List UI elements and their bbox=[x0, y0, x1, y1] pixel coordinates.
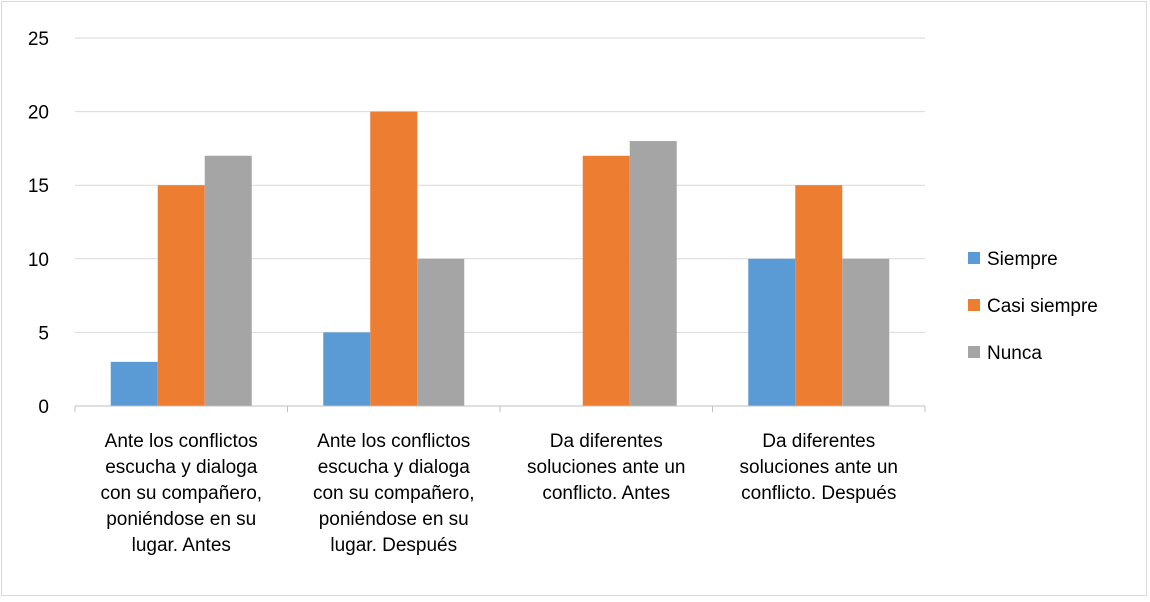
bar-siempre bbox=[748, 258, 796, 406]
x-category-label-line: poniéndose en su bbox=[319, 509, 469, 530]
bar-nunca bbox=[204, 155, 252, 406]
y-tick-label: 0 bbox=[38, 397, 49, 418]
x-category-label-line: Da diferentes bbox=[550, 431, 663, 452]
bar-nunca bbox=[417, 258, 465, 406]
x-category-label-line: con su compañero, bbox=[313, 483, 475, 504]
x-category-label-line: poniéndose en su bbox=[106, 509, 256, 530]
legend-label: Nunca bbox=[987, 343, 1042, 364]
y-tick-label: 5 bbox=[38, 323, 49, 344]
legend-label: Siempre bbox=[987, 249, 1058, 270]
x-category-label-line: con su compañero, bbox=[100, 483, 262, 504]
x-category-label: Da diferentes soluciones ante un conflicto… bbox=[740, 431, 898, 504]
bar-casi-siempre bbox=[370, 111, 418, 406]
x-category-label-line: escucha y dialoga bbox=[318, 457, 471, 478]
bar-siempre bbox=[323, 332, 371, 406]
x-category-label: Da diferentes soluciones ante un conflicto… bbox=[527, 431, 685, 504]
y-tick-label: 25 bbox=[28, 29, 49, 50]
x-category-label-line: Da diferentes bbox=[762, 431, 875, 452]
legend-swatch bbox=[968, 346, 980, 358]
y-axis-tick-labels: 0 5 10 15 20 25 bbox=[28, 29, 49, 418]
bar-nunca bbox=[842, 258, 890, 406]
y-tick-label: 10 bbox=[28, 250, 49, 271]
bar-casi-siempre bbox=[582, 155, 630, 406]
bars bbox=[110, 111, 890, 407]
y-tick-label: 20 bbox=[28, 103, 49, 124]
legend: Siempre Casi siempre Nunca bbox=[968, 249, 1098, 364]
x-category-label-line: soluciones ante un bbox=[740, 457, 898, 478]
y-tick-label: 15 bbox=[28, 176, 49, 197]
x-category-label-line: Ante los conflictos bbox=[317, 431, 470, 452]
x-axis-category-labels: Ante los conflictos escucha y dialoga con … bbox=[100, 431, 898, 556]
x-category-label-line: conflicto. Después bbox=[741, 483, 896, 504]
x-category-label: Ante los conflictos escucha y dialoga con … bbox=[313, 431, 475, 556]
x-axis bbox=[74, 405, 926, 412]
x-category-label-line: soluciones ante un bbox=[527, 457, 685, 478]
bar-nunca bbox=[629, 141, 677, 407]
legend-swatch bbox=[968, 299, 980, 311]
bar-casi-siempre bbox=[795, 185, 843, 406]
bar-casi-siempre bbox=[157, 185, 205, 406]
x-category-label-line: lugar. Después bbox=[330, 535, 457, 556]
x-category-label-line: Ante los conflictos bbox=[105, 431, 258, 452]
legend-swatch bbox=[968, 252, 980, 264]
x-category-label-line: conflicto. Antes bbox=[542, 483, 670, 504]
x-category-label-line: escucha y dialoga bbox=[105, 457, 258, 478]
bar-siempre bbox=[110, 361, 158, 406]
x-category-label: Ante los conflictos escucha y dialoga con … bbox=[100, 431, 262, 556]
x-category-label-line: lugar. Antes bbox=[132, 535, 231, 556]
legend-label: Casi siempre bbox=[987, 296, 1098, 317]
